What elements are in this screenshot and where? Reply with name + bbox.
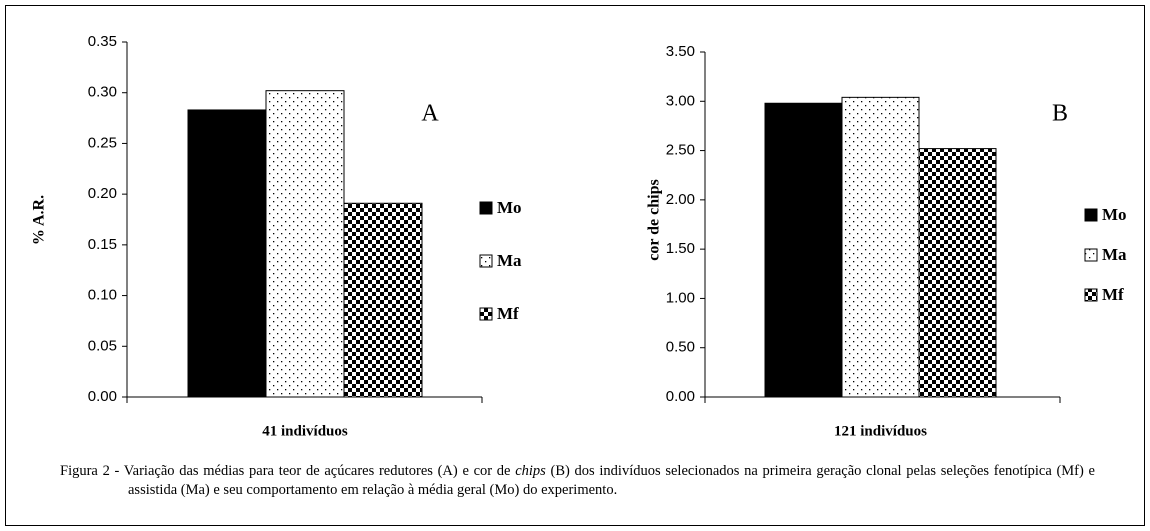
- caption-text: chips: [515, 463, 546, 479]
- panel-label: A: [421, 101, 439, 127]
- y-tick-label: 3.00: [666, 92, 695, 109]
- caption-text: Figura 2 - Variação das médias para teor…: [60, 463, 516, 479]
- y-tick-label: 0.00: [666, 388, 695, 405]
- legend-label: Ma: [1102, 245, 1127, 264]
- y-axis-label: cor de chips: [646, 179, 663, 260]
- legend-swatch: [1084, 208, 1098, 222]
- y-tick-label: 0.20: [88, 185, 117, 202]
- bar: [265, 90, 345, 398]
- y-tick-label: 2.00: [666, 191, 695, 208]
- caption: Figura 2 - Variação das médias para teor…: [60, 462, 1095, 500]
- y-tick-label: 0.25: [88, 134, 117, 151]
- legend-swatch: [479, 254, 493, 268]
- x-tick-label: 121 indivíduos: [834, 423, 927, 439]
- y-tick-label: 0.10: [88, 287, 117, 304]
- frame: [5, 5, 1145, 526]
- y-tick-label: 0.00: [88, 388, 117, 405]
- y-tick-label: 0.05: [88, 337, 117, 354]
- y-tick-label: 1.50: [666, 240, 695, 257]
- legend-label: Mf: [497, 304, 519, 323]
- y-axis-label: % A.R.: [31, 195, 48, 245]
- y-tick-label: 3.50: [666, 43, 695, 60]
- bar: [764, 102, 843, 398]
- legend-swatch: [479, 307, 493, 321]
- bar: [841, 96, 920, 398]
- bar: [918, 148, 997, 398]
- caption-text: (B) dos indivíduos selecionados na prime…: [128, 463, 1095, 498]
- panel-label: B: [1052, 101, 1068, 127]
- legend-label: Mf: [1102, 285, 1124, 304]
- y-tick-label: 0.35: [88, 33, 117, 50]
- y-tick-label: 0.15: [88, 236, 117, 253]
- legend-label: Mo: [497, 198, 522, 217]
- legend-swatch: [479, 201, 493, 215]
- y-tick-label: 0.50: [666, 339, 695, 356]
- bar: [343, 202, 423, 398]
- legend-swatch: [1084, 288, 1098, 302]
- y-tick-label: 2.50: [666, 142, 695, 159]
- y-tick-label: 1.00: [666, 289, 695, 306]
- legend-label: Mo: [1102, 205, 1127, 224]
- x-tick-label: 41 indivíduos: [262, 423, 348, 439]
- legend-label: Ma: [497, 251, 522, 270]
- y-tick-label: 0.30: [88, 84, 117, 101]
- bar: [187, 109, 267, 398]
- legend-swatch: [1084, 248, 1098, 262]
